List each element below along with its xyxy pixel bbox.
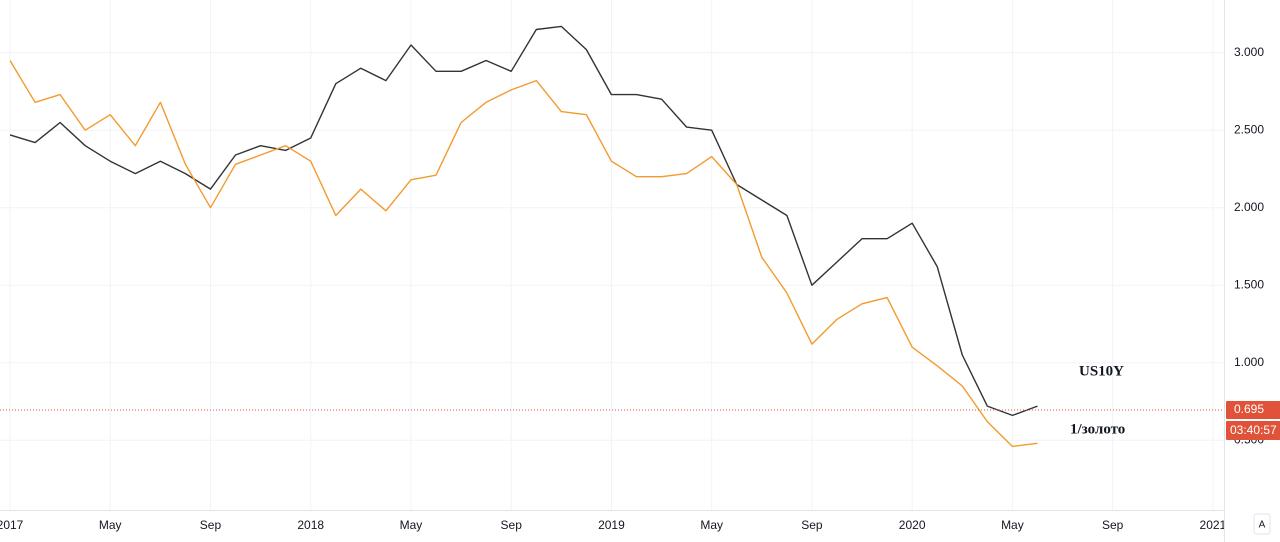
x-tick-label: May	[1001, 518, 1024, 532]
countdown-tag	[1226, 421, 1280, 441]
x-tick-label: 2017	[0, 518, 24, 532]
countdown-label: 03:40:57	[1230, 423, 1277, 437]
last-value-tag	[1226, 401, 1280, 420]
x-tick-label: 2021	[1200, 518, 1227, 532]
x-tick-label: Sep	[200, 518, 222, 532]
scale-button[interactable]	[1253, 513, 1271, 535]
series-line	[9, 25, 1038, 417]
x-tick-label: May	[99, 518, 122, 532]
y-tick-label: 3.000	[1234, 45, 1264, 59]
y-tick-label: 2.000	[1234, 200, 1264, 214]
x-tick-label: 2019	[598, 518, 625, 532]
x-tick-label: May	[700, 518, 723, 532]
series-label: 1/золото	[1070, 421, 1125, 437]
y-tick-label: 2.500	[1234, 122, 1264, 136]
series-line	[9, 60, 1038, 448]
y-tick-label: 1.500	[1234, 277, 1264, 291]
series-label: US10Y	[1079, 363, 1124, 379]
y-axis-panel	[1224, 0, 1280, 542]
x-tick-label: Sep	[801, 518, 823, 532]
scale-button-label[interactable]: A	[1259, 520, 1266, 531]
y-tick-label: 1.000	[1234, 355, 1264, 369]
x-tick-label: Sep	[1102, 518, 1124, 532]
last-value-label: 0.695	[1234, 402, 1264, 416]
x-tick-label: Sep	[501, 518, 523, 532]
x-tick-label: 2020	[899, 518, 926, 532]
x-tick-label: 2018	[297, 518, 324, 532]
x-tick-label: May	[400, 518, 423, 532]
